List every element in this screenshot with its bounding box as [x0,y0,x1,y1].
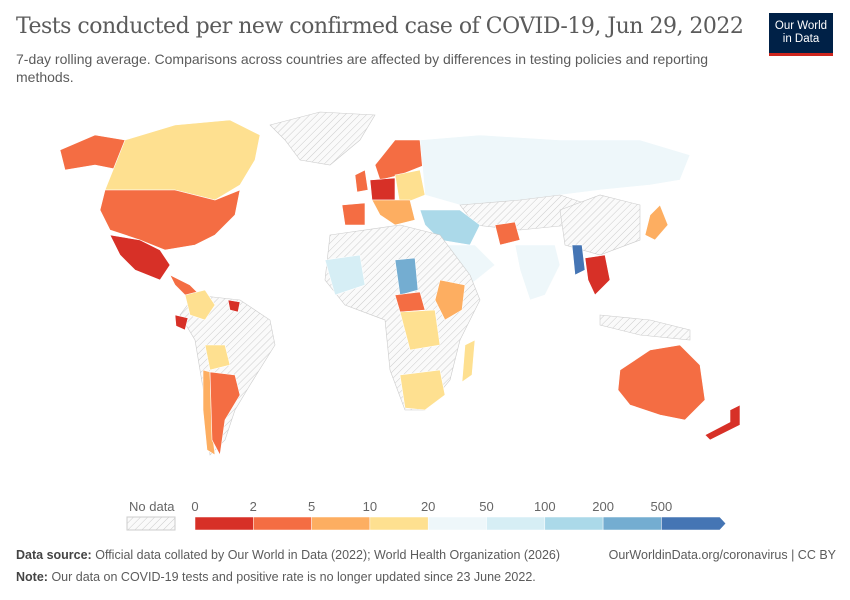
ecuador[interactable] [174,314,189,331]
germany-central[interactable] [369,177,396,201]
legend-bin-3[interactable] [369,516,429,531]
china[interactable] [559,194,641,256]
legend-bin-6[interactable] [544,516,604,531]
west-africa[interactable] [324,254,366,296]
japan[interactable] [644,204,669,241]
color-legend: No data 0 2 5 10 20 50 100 200 500 [126,499,727,531]
legend-tick-label: 200 [592,499,614,514]
myanmar[interactable] [571,244,586,276]
india[interactable] [514,244,561,301]
venezuela[interactable] [227,299,241,313]
no-data-swatch [126,516,176,531]
chart-title: Tests conducted per new confirmed case o… [16,14,744,39]
source-label: Data source: [16,548,92,562]
iberia[interactable] [341,202,366,226]
legend-tick-label: 0 [191,499,198,514]
new-zealand[interactable] [704,404,741,441]
colombia[interactable] [184,289,216,321]
legend-tick-label: 500 [651,499,673,514]
bolivia[interactable] [204,344,231,371]
legend-bin-0[interactable] [194,516,254,531]
note-label: Note: [16,570,48,584]
legend-tick-label: 5 [308,499,315,514]
afghanistan[interactable] [494,221,521,246]
world-map[interactable] [0,95,850,485]
legend-bin-5[interactable] [486,516,546,531]
southeast-asia[interactable] [584,254,611,296]
caribbean-central[interactable] [169,274,201,296]
italy-balkans[interactable] [371,199,416,226]
mali-niger[interactable] [394,257,419,296]
uk[interactable] [354,169,369,193]
note-text: Our data on COVID-19 tests and positive … [51,570,536,584]
legend-tick-label: 10 [363,499,377,514]
southern-africa[interactable] [399,369,446,411]
data-source: Official data collated by Our World in D… [95,548,561,562]
mexico[interactable] [109,234,171,281]
central-africa[interactable] [399,309,441,351]
east-africa[interactable] [434,279,466,321]
owid-logo[interactable]: Our World in Data [769,13,833,56]
legend-tick-label: 50 [479,499,493,514]
argentina[interactable] [209,371,241,456]
legend-tick-label: 20 [421,499,435,514]
legend-tick-label: 2 [250,499,257,514]
source-url[interactable]: OurWorldinData.org/coronavirus | CC BY [608,548,836,562]
usa[interactable] [99,189,241,251]
nigeria-region[interactable] [394,291,426,313]
canada[interactable] [104,119,261,201]
legend-bin-7[interactable] [602,516,662,531]
madagascar[interactable] [461,339,476,383]
footer: Data source: Official data collated by O… [16,548,836,592]
greenland[interactable] [269,111,376,166]
chart-subtitle: 7-day rolling average. Comparisons acros… [16,51,709,85]
australia[interactable] [617,344,706,421]
russia[interactable] [419,134,691,206]
legend-bin-4[interactable] [427,516,487,531]
no-data-label: No data [129,499,175,514]
legend-tick-label: 100 [534,499,556,514]
indonesia[interactable] [599,314,691,341]
legend-bin-8[interactable] [661,516,727,531]
legend-bin-1[interactable] [253,516,312,531]
legend-bin-2[interactable] [311,516,371,531]
